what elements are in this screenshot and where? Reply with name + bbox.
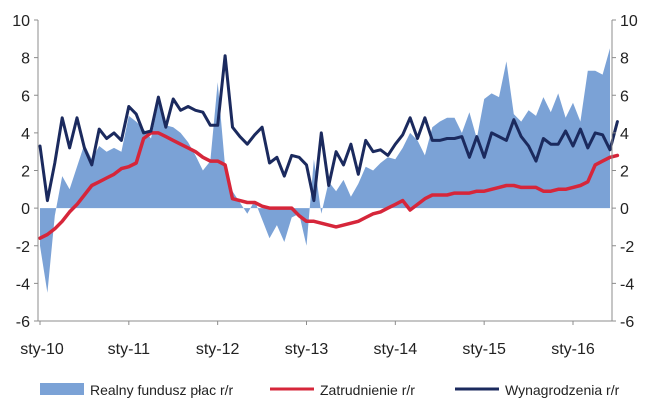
left-tick-label: 2 xyxy=(21,164,30,181)
right-tick-label: 8 xyxy=(620,51,629,68)
left-tick-label: -6 xyxy=(16,314,30,331)
legend-label-wynagrodzenia: Wynagrodzenia r/r xyxy=(505,382,620,398)
series-area-0 xyxy=(40,48,610,293)
x-tick-label: sty-13 xyxy=(285,341,329,358)
left-tick-label: -4 xyxy=(16,276,30,293)
x-tick-label: sty-11 xyxy=(108,341,150,358)
x-tick-label: sty-15 xyxy=(462,341,506,358)
area-series-layer xyxy=(40,48,610,293)
line-series-layer xyxy=(38,54,620,240)
left-tick-label: -2 xyxy=(16,239,30,256)
series-line-2 xyxy=(38,54,619,203)
axes xyxy=(34,19,616,325)
x-axis-ticks: sty-10 sty-11 sty-12 sty-13 sty-14 sty-15 sty-… xyxy=(20,341,595,358)
x-tick-label: sty-12 xyxy=(196,341,240,358)
x-tick-label: sty-10 xyxy=(20,341,64,358)
left-tick-label: 4 xyxy=(21,126,30,143)
right-tick-label: -6 xyxy=(620,314,634,331)
left-tick-label: 0 xyxy=(21,201,30,218)
legend-item-wynagrodzenia: Wynagrodzenia r/r xyxy=(455,382,620,398)
right-tick-label: 2 xyxy=(620,164,629,181)
right-tick-label: 10 xyxy=(620,13,638,30)
x-tick-label: sty-16 xyxy=(551,341,595,358)
legend-label-zatrudnienie: Zatrudnienie r/r xyxy=(320,382,415,398)
right-tick-label: 4 xyxy=(620,126,629,143)
right-y-axis-ticks: -6 -4 -2 0 2 4 6 8 10 xyxy=(620,13,638,331)
right-tick-label: 0 xyxy=(620,201,629,218)
left-tick-label: 8 xyxy=(21,51,30,68)
series-line-1 xyxy=(38,131,620,240)
left-tick-label: 10 xyxy=(12,13,30,30)
legend-label-area: Realny fundusz płac r/r xyxy=(90,382,234,398)
left-y-axis-ticks: -6 -4 -2 0 2 4 6 8 10 xyxy=(12,13,30,331)
legend-item-zatrudnienie: Zatrudnienie r/r xyxy=(270,382,415,398)
legend-item-area: Realny fundusz płac r/r xyxy=(40,382,234,398)
right-tick-label: 6 xyxy=(620,88,629,105)
left-tick-label: 6 xyxy=(21,88,30,105)
right-tick-label: -4 xyxy=(620,276,634,293)
legend: Realny fundusz płac r/r Zatrudnienie r/r… xyxy=(40,382,620,398)
legend-swatch-area xyxy=(40,383,84,395)
x-tick-label: sty-14 xyxy=(374,341,418,358)
right-tick-label: -2 xyxy=(620,239,634,256)
